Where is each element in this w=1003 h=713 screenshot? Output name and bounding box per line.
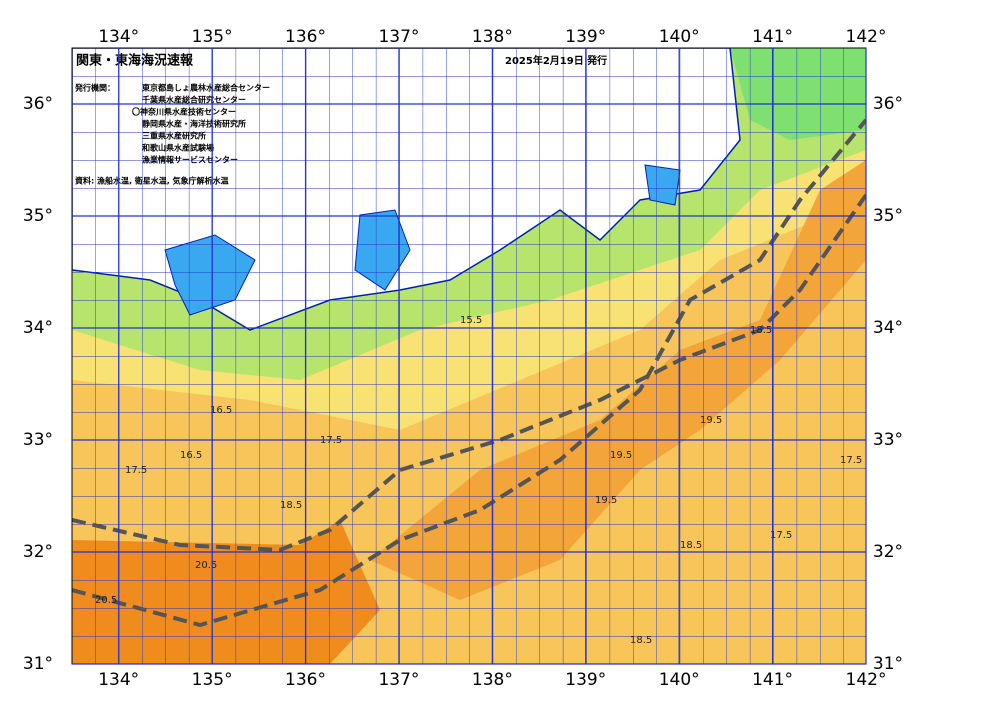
issuer-name: 〇神奈川県水産技術センター [132,107,236,117]
lon-tick-label: 135° [192,27,233,47]
contour-label: 16.5 [180,450,202,461]
contour-label: 17.5 [125,465,147,476]
contour-label: 17.5 [840,455,862,466]
lon-tick-label: 135° [192,670,233,690]
lon-tick-label: 142° [846,27,887,47]
contour-label: 15.5 [460,315,482,326]
lon-tick-label: 142° [846,670,887,690]
contour-label: 18.5 [750,325,772,336]
lon-tick-label: 139° [565,670,606,690]
issuer-name: 漁業情報サービスセンター [142,155,238,165]
map-title: 関東・東海海況速報 [76,53,194,69]
issue-date: 2025年2月19日 発行 [505,54,607,67]
lon-tick-label: 137° [378,670,419,690]
lon-tick-label: 134° [98,27,139,47]
lon-tick-label: 139° [565,27,606,47]
lat-tick-label: 32° [23,542,53,562]
issuer-name: 静岡県水産・海洋技術研究所 [142,119,246,129]
lon-tick-label: 141° [752,670,793,690]
lat-tick-label: 33° [23,430,53,450]
issuer-name: 東京都島しょ農林水産総合センター [142,83,270,93]
contour-label: 18.5 [680,540,702,551]
lon-tick-label: 134° [98,670,139,690]
issuer-name: 三重県水産研究所 [142,131,206,141]
lat-tick-label: 35° [23,206,53,226]
lon-tick-label: 140° [659,670,700,690]
lat-tick-label: 34° [873,318,903,338]
lon-tick-label: 138° [472,27,513,47]
lat-tick-label: 36° [23,94,53,114]
lon-tick-label: 137° [378,27,419,47]
lat-tick-label: 33° [873,430,903,450]
lat-tick-label: 31° [873,654,903,674]
lat-tick-label: 35° [873,206,903,226]
lat-tick-label: 34° [23,318,53,338]
contour-label: 20.5 [95,595,117,606]
lon-tick-label: 136° [285,670,326,690]
contour-label: 19.5 [610,450,632,461]
contour-label: 18.5 [280,500,302,511]
contour-label: 20.5 [195,560,217,571]
lon-tick-label: 140° [659,27,700,47]
contour-label: 16.5 [210,405,232,416]
lat-tick-label: 31° [23,654,53,674]
lon-tick-label: 138° [472,670,513,690]
issuer-label: 発行機関： [74,83,115,93]
issuer-name: 千葉県水産総合研究センター [142,95,246,105]
contour-label: 19.5 [700,415,722,426]
contour-label: 19.5 [595,495,617,506]
lon-tick-label: 141° [752,27,793,47]
sea-surface-temperature-field: 16.5 16.5 17.5 17.5 18.5 18.5 19.5 19.5 20.5 20.5… [72,48,866,664]
lat-tick-label: 32° [873,542,903,562]
data-source: 資料: 漁船水温, 衛星水温, 気象庁解析水温 [75,176,229,186]
contour-label: 18.5 [630,635,652,646]
contour-label: 17.5 [770,530,792,541]
lat-tick-label: 36° [873,94,903,114]
issuer-name: 和歌山県水産試験場 [142,143,214,153]
lon-tick-label: 136° [285,27,326,47]
